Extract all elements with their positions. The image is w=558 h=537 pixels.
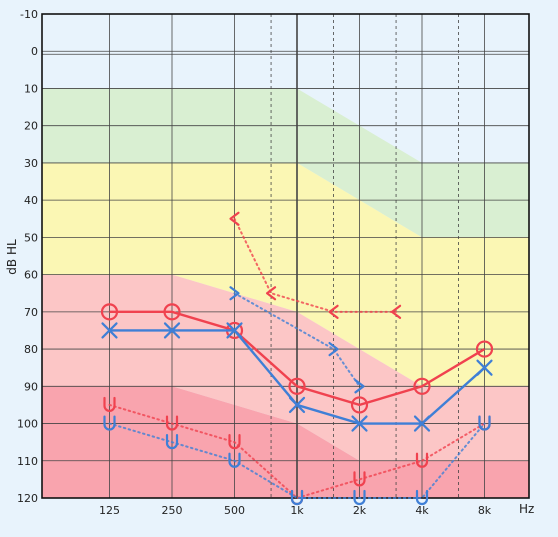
marker-cross [476,359,493,376]
marker-lt [390,304,402,319]
marker-circle [288,377,306,395]
y-tick-label: 20 [24,120,38,133]
hearing-loss-zones [42,88,529,498]
marker-bone-left [415,489,429,506]
marker-lt [229,211,240,226]
marker-circle [475,340,494,358]
plot-frame [41,13,530,499]
marker-bone-left [103,415,116,431]
y-tick-label: 30 [24,157,38,170]
y-tick-label: 0 [31,45,38,58]
marker-cross [163,322,181,339]
y-tick-label: 100 [17,418,38,431]
series-right-lt [229,211,402,319]
marker-bone-left [165,434,179,450]
marker-bone-right [353,471,366,487]
y-axis-tick-labels: -10 0 10 20 30 40 50 60 70 80 90 100 110 120 [17,8,38,505]
marker-cross [101,322,118,339]
x-tick-label: 2k [353,504,367,517]
marker-bone-left [228,452,241,468]
zone-severe [42,386,529,498]
marker-circle [350,396,369,414]
marker-bone-right [103,396,116,412]
y-tick-label: 110 [17,455,38,468]
x-axis-tick-labels: 125 250 500 1k 2k 4k 8k [99,504,492,517]
marker-circle [100,303,119,321]
marker-bone-left [290,489,304,506]
series-left-cross [101,322,493,432]
marker-circle [163,303,181,321]
marker-bone-left [353,489,366,506]
marker-lt [265,286,277,301]
marker-circle [413,377,431,395]
y-tick-label: 80 [24,343,38,356]
y-tick-label: 50 [24,231,38,244]
marker-cross [288,396,306,414]
marker-lt [328,304,339,319]
marker-bone-left [478,415,491,431]
y-tick-label: 60 [24,269,38,282]
x-tick-label: 125 [99,504,120,517]
marker-cross [226,322,243,339]
marker-bone-right [415,452,429,468]
y-tick-label: 90 [24,380,38,393]
marker-bone-right [165,415,179,431]
x-tick-label: 250 [162,504,183,517]
y-tick-label: 70 [24,306,38,319]
marker-cross [413,415,431,432]
marker-gt [328,341,339,357]
x-tick-label: 1k [290,504,304,517]
y-tick-label: -10 [20,8,38,21]
series-line [108,403,486,500]
marker-bone-right [228,434,241,450]
y-tick-label: 10 [24,82,38,95]
x-tick-label: 8k [478,504,492,517]
series-line [233,217,398,313]
marker-gt [229,286,240,301]
series-line [109,310,486,407]
y-axis-label: dB HL [5,239,19,275]
marker-gt [354,379,365,394]
x-tick-label: 500 [224,504,245,517]
series-left-gt [229,286,365,394]
y-tick-label: 120 [17,492,38,505]
series-line [108,422,486,499]
x-tick-label: 4k [415,504,429,517]
marker-cross [351,415,368,432]
x-axis-label: Hz [519,502,534,516]
zone-moderate [42,274,529,461]
y-tick-label: 40 [24,194,38,207]
series-right-circle [100,303,494,414]
series-group [100,211,494,506]
series-left-bone-left [103,415,491,506]
